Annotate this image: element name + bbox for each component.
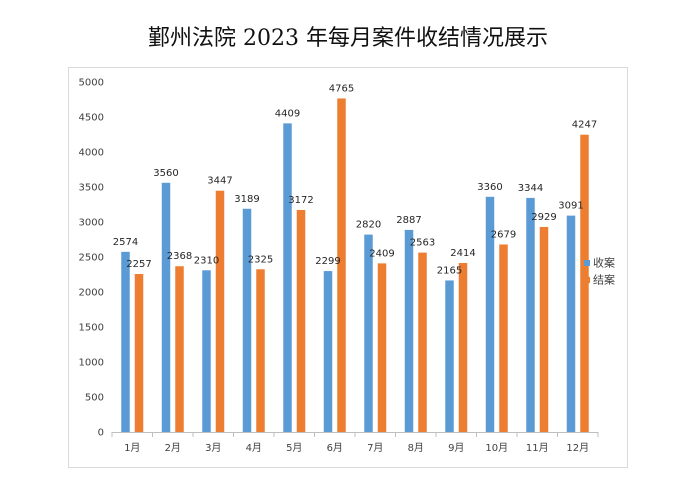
data-label: 2299 (315, 256, 340, 267)
y-tick-label: 1000 (79, 358, 104, 369)
x-tick-label: 9月 (448, 442, 464, 454)
bar (337, 98, 346, 432)
x-tick-label: 6月 (327, 442, 343, 454)
y-tick-label: 2500 (79, 253, 104, 264)
x-tick-label: 11月 (526, 442, 549, 454)
x-tick-label: 2月 (165, 442, 181, 454)
bar (175, 266, 184, 432)
data-label: 2929 (531, 212, 556, 223)
bar (283, 123, 292, 433)
bar (539, 226, 549, 432)
data-label: 2820 (356, 220, 381, 231)
data-label: 2310 (194, 255, 219, 266)
y-tick-label: 3500 (79, 183, 104, 194)
x-tick-label: 5月 (286, 442, 302, 454)
x-tick-label: 10月 (485, 442, 508, 454)
data-label: 3172 (288, 195, 313, 206)
data-label: 3344 (518, 183, 543, 194)
x-tick-label: 12月 (566, 442, 589, 454)
bar (134, 274, 144, 432)
bar (526, 197, 535, 432)
bar (404, 229, 414, 432)
bars (121, 98, 589, 433)
data-label: 2887 (396, 215, 421, 226)
y-tick-label: 1500 (79, 323, 104, 334)
bar (161, 182, 171, 432)
legend-label: 结案 (593, 273, 615, 287)
bar (566, 215, 576, 432)
bar (364, 234, 373, 432)
bar (377, 263, 387, 432)
bar (580, 134, 589, 432)
bar (215, 190, 225, 432)
y-tick-label: 4000 (79, 148, 104, 159)
data-label: 4409 (275, 108, 300, 119)
legend-label: 收案 (593, 256, 615, 270)
y-tick-label: 3000 (79, 218, 104, 229)
data-label: 3360 (477, 182, 502, 193)
bar (499, 244, 508, 432)
x-axis: 1月 2月 3月 4月 5月 6月 7月 8月 9月 10月 11月 12月 (111, 432, 599, 454)
bar (458, 263, 468, 432)
data-label: 3091 (558, 201, 583, 212)
legend-swatch (584, 260, 590, 266)
data-label: 2165 (437, 265, 462, 276)
chart-title: 鄞州法院 2023 年每月案件收结情况展示 (148, 26, 548, 51)
bar (323, 271, 333, 432)
data-label: 2563 (410, 238, 435, 249)
x-tick-label: 1月 (124, 442, 140, 454)
bar (296, 209, 306, 432)
data-label: 2368 (167, 251, 192, 262)
y-tick-label: 500 (85, 393, 104, 404)
bar (256, 269, 265, 432)
x-tick-label: 4月 (246, 442, 262, 454)
bar (121, 251, 130, 432)
y-tick-label: 5000 (79, 78, 104, 89)
bar (445, 280, 454, 432)
bar (485, 196, 495, 432)
data-label: 4765 (329, 83, 354, 94)
y-axis: 0 500 1000 1500 2000 2500 3000 3500 4000 4500 5000 (79, 78, 104, 439)
y-tick-label: 2000 (79, 288, 104, 299)
data-label: 2574 (113, 237, 138, 248)
data-label: 4247 (572, 120, 597, 131)
data-label: 3560 (153, 168, 178, 179)
plot-frame (68, 67, 628, 468)
x-tick-label: 8月 (408, 442, 424, 454)
bar (202, 270, 211, 432)
legend-swatch (584, 277, 590, 283)
x-tick-label: 3月 (205, 442, 221, 454)
y-tick-label: 0 (98, 428, 104, 439)
y-tick-label: 4500 (79, 113, 104, 124)
data-label: 2257 (126, 259, 151, 270)
data-label: 2325 (248, 254, 273, 265)
data-label: 3189 (234, 194, 259, 205)
data-label: 2414 (450, 248, 475, 259)
data-label: 2409 (369, 248, 394, 259)
x-tick-label: 7月 (367, 442, 383, 454)
data-label: 2679 (491, 229, 516, 240)
data-labels: 2574 3560 2310 3189 4409 2299 2820 2887 2165 3360… (113, 83, 597, 276)
data-label: 3447 (207, 176, 232, 187)
bar (242, 208, 252, 432)
bar (418, 252, 427, 432)
